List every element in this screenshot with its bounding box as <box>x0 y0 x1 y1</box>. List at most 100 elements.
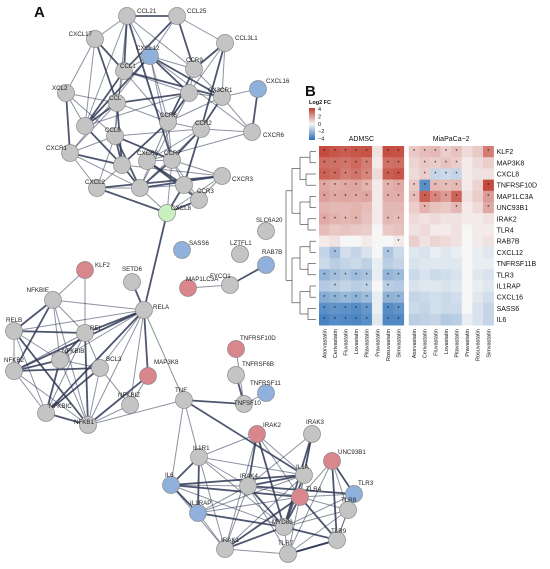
significance-mark: * <box>366 172 369 178</box>
node-rab7b: RAB7B <box>257 249 282 274</box>
significance-mark: * <box>455 194 458 200</box>
node-circle <box>158 204 176 222</box>
heat-cell <box>461 246 473 259</box>
significance-mark: * <box>455 183 458 189</box>
node-label: CXCL16 <box>266 78 290 85</box>
significance-mark: * <box>334 295 337 301</box>
node-label: RAB7B <box>262 249 282 256</box>
column-label: Pitavastatin <box>455 329 461 357</box>
significance-mark: * <box>344 272 347 278</box>
node-circle <box>173 241 191 259</box>
heat-cell <box>350 269 362 281</box>
network-edge <box>247 433 313 487</box>
node-circle <box>106 127 124 145</box>
heat-cell <box>319 224 330 236</box>
node-circle <box>113 156 131 174</box>
heat-cell <box>382 202 394 214</box>
significance-mark: * <box>323 295 326 301</box>
significance-mark: * <box>455 149 458 155</box>
heat-cell <box>393 179 405 192</box>
node-circle <box>108 94 126 112</box>
node-circle <box>118 7 136 25</box>
node-circle <box>135 301 153 319</box>
network-edge <box>87 375 149 426</box>
heat-cell <box>329 291 341 304</box>
significance-mark: * <box>334 272 337 278</box>
row-label: TNFRSF10D <box>497 183 537 190</box>
heat-cell <box>329 269 341 281</box>
heat-cell <box>430 146 441 158</box>
significance-mark: * <box>424 160 427 166</box>
node-il6: IL6 <box>162 472 180 494</box>
heat-cell <box>393 202 405 214</box>
heat-cell <box>329 213 341 225</box>
network-edge <box>114 135 173 161</box>
significance-mark: * <box>323 172 326 178</box>
node-circle <box>231 245 249 263</box>
group-title: MiaPaCa−2 <box>433 136 470 143</box>
node-map3k8: MAP3K8 <box>139 359 179 385</box>
network-edge <box>121 121 169 166</box>
network-edge <box>13 332 86 372</box>
significance-mark: * <box>424 183 427 189</box>
node-circle <box>339 501 357 519</box>
row-label: IL1RAP <box>497 284 521 291</box>
node-circle <box>179 279 197 297</box>
heat-cell <box>440 235 452 248</box>
significance-mark: * <box>387 306 390 312</box>
heat-cell <box>430 224 441 236</box>
significance-mark: * <box>387 160 390 166</box>
network-edge <box>123 70 223 98</box>
legend-tick: −4 <box>318 137 324 143</box>
network-edge <box>13 299 54 372</box>
significance-mark: * <box>355 194 358 200</box>
heat-cell <box>430 213 441 225</box>
network-nodes: CCL21 CCL25 CXCL17 CXCL12 CCL3L1 CCL1 CCR9 CXCL… <box>4 7 374 563</box>
heat-cell <box>451 258 463 270</box>
node-label: IRAK2 <box>263 422 281 429</box>
network-edge <box>59 309 145 361</box>
node-nfkbic: NFKBIC <box>37 403 72 422</box>
node-map1lc3a: MAP1LC3A <box>179 276 219 297</box>
node-label: CXCL2 <box>85 179 106 186</box>
significance-mark: * <box>387 317 390 323</box>
significance-mark: * <box>355 272 358 278</box>
heat-cell <box>350 179 362 192</box>
node-ccr7: CCR7 <box>163 150 181 169</box>
significance-mark: * <box>334 183 337 189</box>
node-h1 <box>76 117 94 135</box>
heat-cell <box>319 280 330 292</box>
node-circle <box>88 179 106 197</box>
heat-cell <box>408 146 420 158</box>
node-label: CCL25 <box>187 8 207 15</box>
node-cxcl8: CXCL8 <box>158 204 192 222</box>
node-circle <box>51 351 69 369</box>
heat-cell <box>451 202 463 214</box>
heat-cell <box>440 269 452 281</box>
heat-cell <box>408 224 420 236</box>
network-edge <box>170 474 305 486</box>
node-h3 <box>113 156 131 174</box>
network-edge <box>87 309 145 426</box>
heat-cell <box>408 235 420 248</box>
network-edge <box>99 309 145 369</box>
node-circle <box>61 144 79 162</box>
heat-cell <box>440 224 452 236</box>
network-edge <box>123 70 169 123</box>
heat-cell <box>393 190 405 203</box>
node-nfkbie: NFKBIE <box>27 287 62 309</box>
heat-cell <box>361 157 373 169</box>
heat-cell <box>440 280 452 292</box>
node-label: CCR2 <box>195 120 212 127</box>
group-title: ADMSC <box>349 136 374 143</box>
heat-cell <box>350 235 362 248</box>
node-label: CCR3 <box>197 188 214 195</box>
significance-mark: * <box>334 250 337 256</box>
row-label: UNC93B1 <box>497 205 529 212</box>
heat-cell <box>382 213 394 225</box>
network-edge <box>13 309 145 332</box>
significance-mark: * <box>434 149 437 155</box>
heat-cell <box>350 146 362 158</box>
heat-cell <box>419 202 431 214</box>
